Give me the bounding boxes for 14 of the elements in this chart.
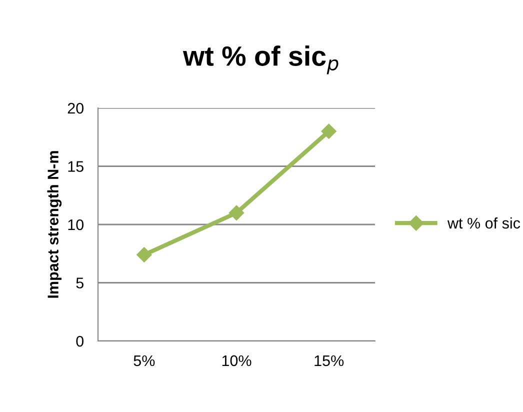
- legend-label: wt % of sic: [447, 217, 520, 229]
- y-tick-label: 10: [68, 219, 84, 230]
- y-tick-label: 15: [68, 161, 84, 172]
- point: [321, 124, 336, 139]
- y-tick-label: 5: [76, 278, 84, 288]
- chart-title: wt % of sic$_{p}$: [182, 46, 338, 74]
- y-tick-label: 0: [76, 336, 84, 347]
- y-tick-label: 20: [68, 102, 84, 114]
- point: [228, 205, 244, 220]
- x-tick-label: 5%: [134, 355, 155, 366]
- x-tick-label: 15%: [314, 355, 344, 366]
- x-tick-label: 10%: [222, 355, 252, 366]
- point: [136, 247, 152, 262]
- y-axis-title: Impact strength N-m: [47, 151, 62, 298]
